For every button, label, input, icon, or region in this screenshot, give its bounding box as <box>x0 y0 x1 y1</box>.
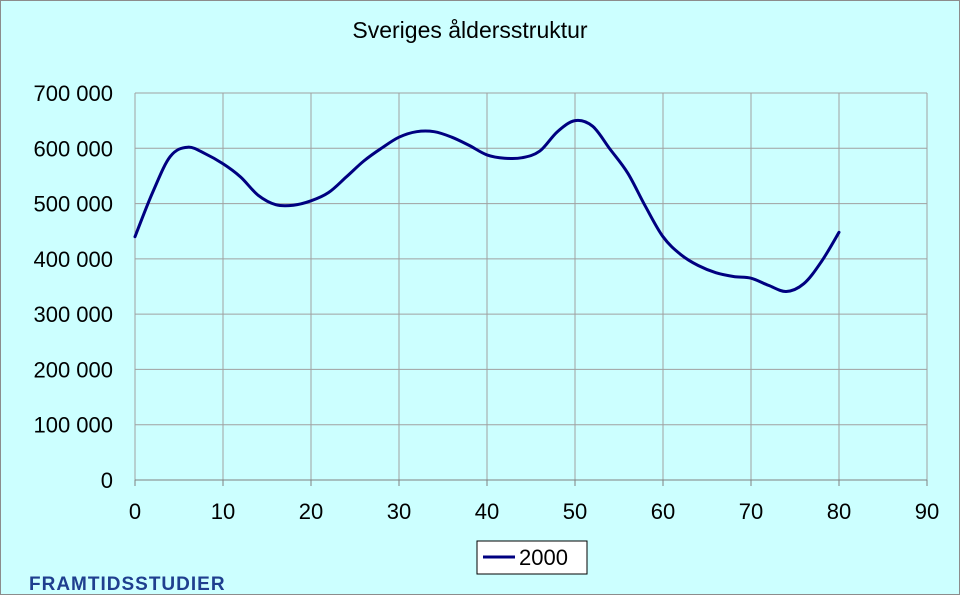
x-tick-label: 60 <box>651 499 675 524</box>
y-axis: 0 100 000 200 000 300 000 400 000 500 000 600 … <box>33 81 113 493</box>
x-tick-label: 50 <box>563 499 587 524</box>
series-group <box>133 118 841 293</box>
legend: 2000 <box>476 540 588 575</box>
x-tick-label: 90 <box>915 499 939 524</box>
y-tick-label: 600 000 <box>33 136 113 161</box>
y-tick-label: 500 000 <box>33 192 113 217</box>
x-tick-label: 70 <box>739 499 763 524</box>
x-tick-label: 20 <box>299 499 323 524</box>
y-tick-label: 300 000 <box>33 302 113 327</box>
y-tick-label: 100 000 <box>33 413 113 438</box>
x-axis: 0 10 20 30 40 50 60 70 80 90 <box>129 480 939 524</box>
y-tick-label: 400 000 <box>33 247 113 272</box>
x-tick-label: 10 <box>211 499 235 524</box>
x-tick-label: 80 <box>827 499 851 524</box>
x-tick-label: 30 <box>387 499 411 524</box>
chart-title: Sveriges åldersstruktur <box>352 17 588 43</box>
x-tick-label: 40 <box>475 499 499 524</box>
brand-logo: FRAMTIDSSTUDIER <box>29 574 226 595</box>
grid <box>134 92 928 481</box>
x-tick-label: 0 <box>129 499 141 524</box>
y-tick-label: 700 000 <box>33 81 113 106</box>
legend-label: 2000 <box>519 545 568 570</box>
y-tick-label: 200 000 <box>33 357 113 382</box>
y-tick-label: 0 <box>101 468 113 493</box>
series-line-2000 <box>133 118 841 293</box>
